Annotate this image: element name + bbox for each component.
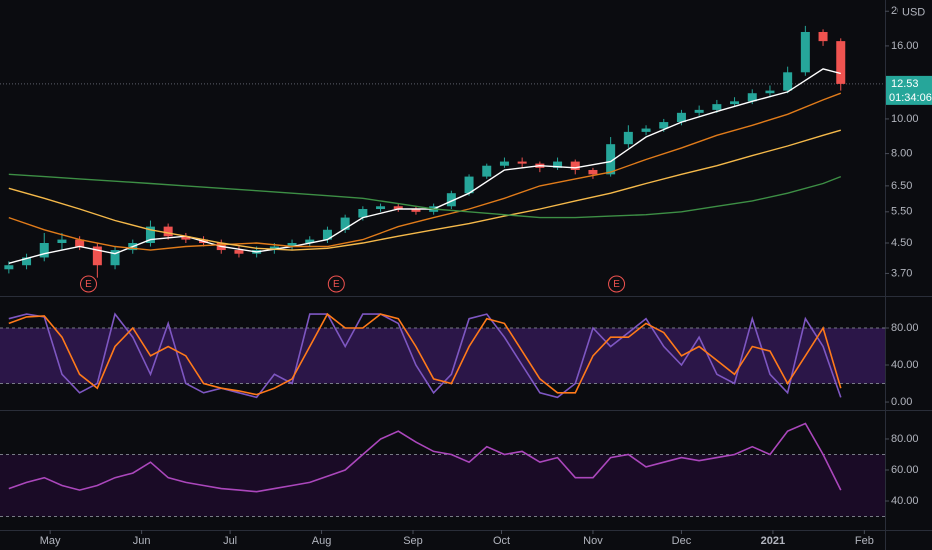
candle-body [305,239,315,243]
candle-body [606,144,616,175]
candle-body [553,161,563,168]
candle-body [411,209,421,212]
candle-body [75,239,85,247]
x-tick-label: Aug [312,535,332,547]
candle-body [340,217,350,230]
y-tick-label: 4.50 [891,237,912,249]
candle-body [145,226,155,243]
earnings-label: E [613,279,620,290]
candle-body [358,209,368,218]
candle-body [694,109,704,113]
line [8,129,841,251]
y-tick-label: 10.00 [891,113,919,125]
earnings-marker [80,275,97,293]
y-tick-label: 80.00 [891,433,919,445]
last-price-box [886,75,932,105]
candle-body [641,128,651,132]
x-tick-label: Sep [403,535,423,547]
y-tick-label: 3.70 [891,267,912,279]
candle-body [393,206,403,210]
currency: USD [902,6,925,18]
candle-body [39,242,49,258]
earnings-label: E [333,279,340,290]
y-tick-label: 16.00 [891,40,919,52]
candle-body [836,41,846,84]
y-tick-label: 5.50 [891,206,912,218]
y-tick-label: 80.00 [891,322,919,334]
candle-body [800,31,810,73]
y-tick-label: 40.00 [891,495,919,507]
x-tick-label: Oct [493,535,510,547]
last-price-label: 12.53 [891,78,919,90]
candle-body [659,122,669,129]
candle-body [517,161,527,164]
candle-body [747,93,757,102]
band [0,454,885,517]
earnings-label: E [85,279,92,290]
candle-body [499,161,509,166]
line [8,312,842,399]
y-tick-label: 40.00 [891,359,919,371]
x-tick-label: Feb [855,535,874,547]
candle-body [269,246,279,251]
x-tick-label: Nov [583,535,603,547]
candle-body [783,72,793,91]
candle-body [181,236,191,240]
x-tick-label: Dec [672,535,692,547]
y-tick-label: 0.00 [891,396,912,408]
candle-body [163,226,173,237]
x-tick-label: Jul [223,535,237,547]
candle-body [322,229,332,240]
candle-body [287,242,297,247]
x-tick-label: May [40,535,61,547]
candle-body [570,161,580,170]
candle-body [765,90,775,94]
candle-body [110,250,120,266]
candle-body [376,206,386,210]
earnings-marker [327,275,345,293]
candle-body [234,250,244,254]
candle-body [482,165,492,177]
x-tick-label: 2021 [761,535,785,547]
candle-body [464,176,474,194]
earnings-marker [608,275,626,293]
candle-body [22,257,32,266]
axes: 20.0016.0010.008.006.505.504.503.70USD12… [40,4,932,547]
candle-body [712,104,722,110]
line [8,312,842,396]
candle-body [818,31,828,42]
candle-body [57,239,67,243]
candle-body [676,112,686,123]
rsi-pane [0,422,885,518]
y-tick-label: 60.00 [891,464,919,476]
stochastic-pane [0,312,885,399]
candle-body [730,101,740,105]
x-tick-label: Jun [133,535,151,547]
candle-body [446,193,456,207]
candle-body [92,246,102,266]
currency-box [898,4,932,20]
line [8,422,842,493]
candle-body [588,169,598,175]
candle-body [623,131,633,145]
line [8,173,842,219]
line [8,92,842,251]
y-tick-label: 8.00 [891,148,912,160]
countdown: 01:34:06 [889,92,932,104]
candle-body [4,265,14,270]
y-tick-label: 6.50 [891,180,912,192]
